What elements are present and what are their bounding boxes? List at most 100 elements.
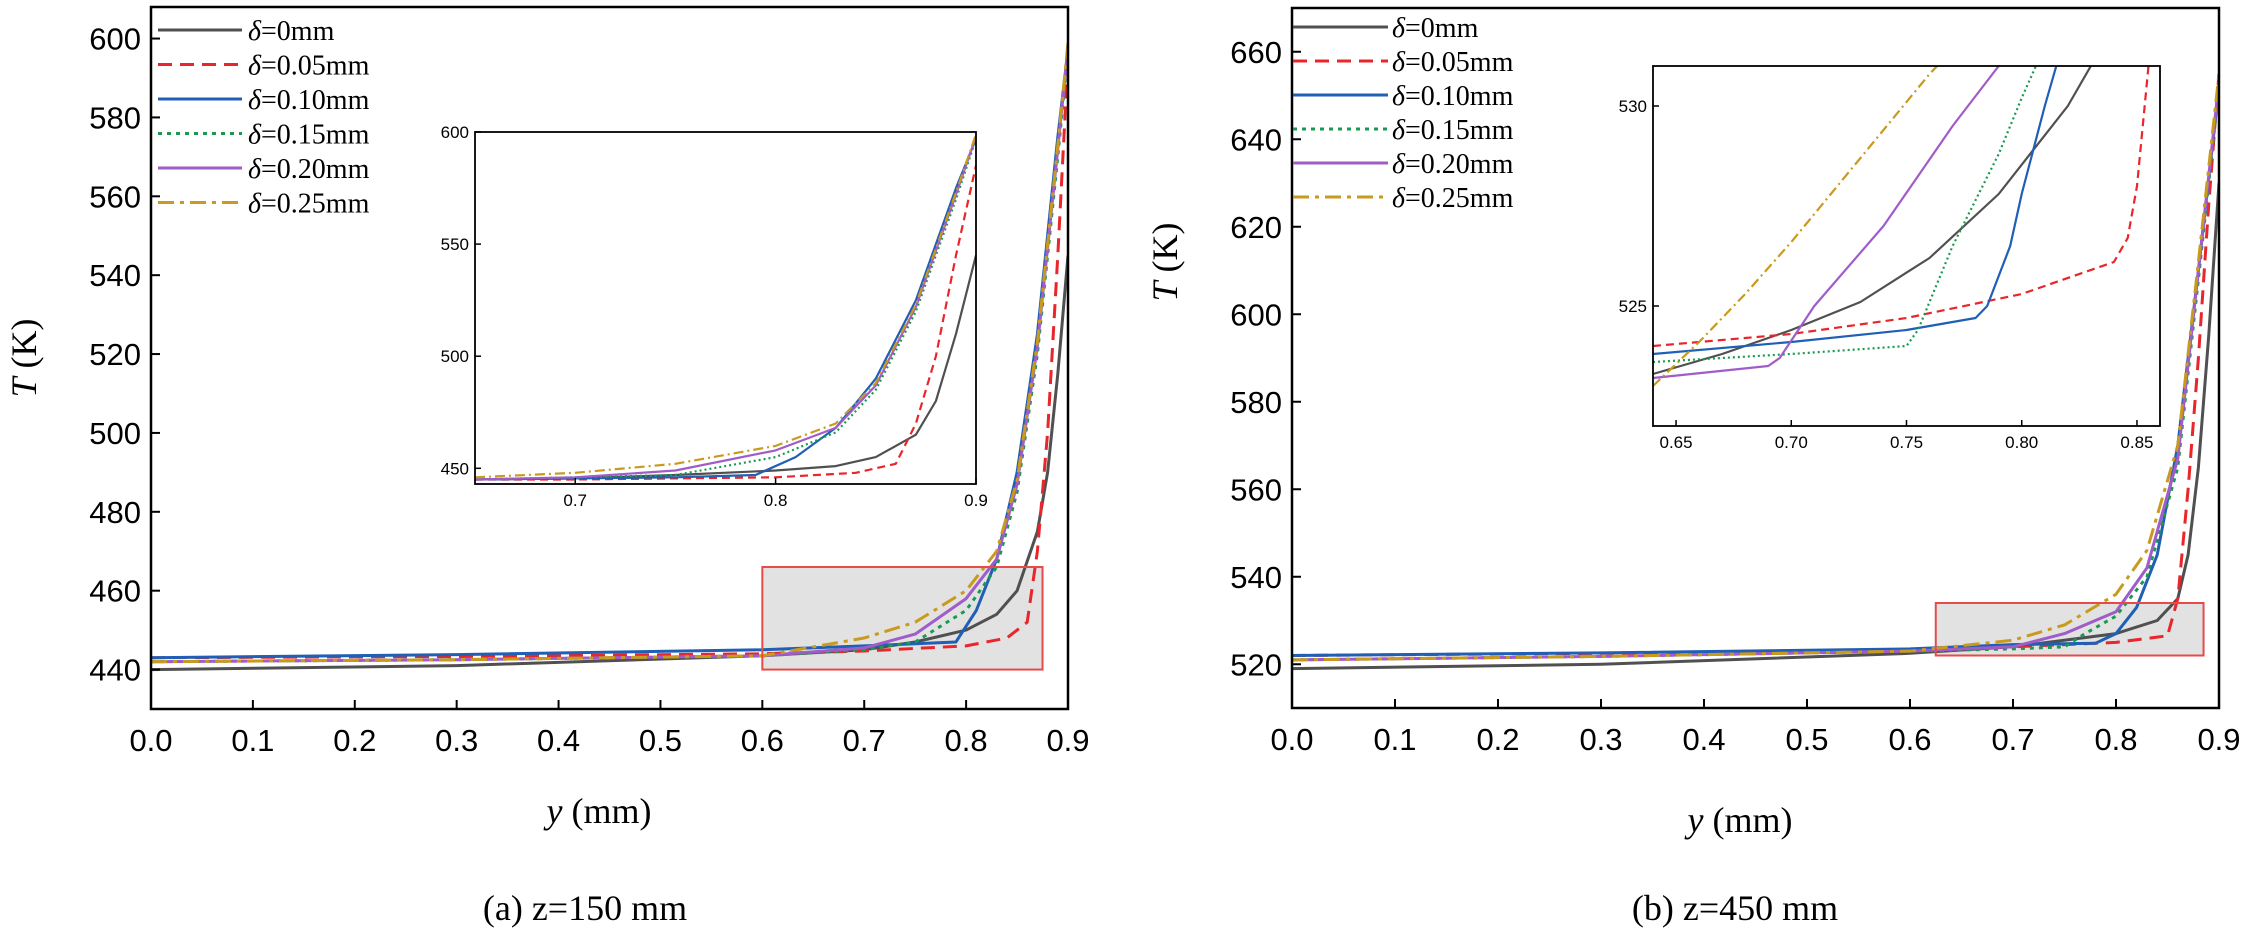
legend-delta-symbol: δ [1392,115,1406,146]
inset-x-tick-label-b: 0.65 [1659,433,1692,452]
series-line-b-0 [1292,182,2219,671]
legend-value: =0.20mm [1405,149,1514,180]
series-line-a-5 [151,42,1068,664]
inset-y-tick-label-a: 600 [441,123,469,142]
y-tick-label-a: 600 [89,22,141,57]
legend-label-a-3: δ=0.15mm [248,120,370,151]
legend-label-b-1: δ=0.05mm [1392,47,1514,78]
legend-label-a-2: δ=0.10mm [248,85,370,116]
inset-series-line-b-4 [1653,66,2000,380]
y-axis-unit-a: (K) [4,318,44,377]
y-tick-label-b: 580 [1230,385,1282,420]
x-axis-unit-a: (mm) [563,791,652,831]
legend-value: =0.20mm [261,154,370,185]
legend-label-a-1: δ=0.05mm [248,51,370,82]
x-tick-label-a: 0.4 [537,723,580,758]
legend-label-a-0: δ=0mm [248,16,335,47]
legend-value: =0.05mm [1405,47,1514,78]
legend-value: =0.15mm [261,120,370,151]
y-tick-label-a: 440 [89,653,141,688]
x-axis-label-a: y (mm) [544,791,652,831]
x-tick-label-b: 0.6 [1888,722,1931,757]
legend-value: =0mm [1405,13,1479,44]
x-tick-label-b: 0.7 [1991,722,2034,757]
inset-x-axis-a: 0.7 0.8 0.9 [563,478,988,510]
inset-x-tick-label-a: 0.7 [563,491,587,510]
legend-value: =0.10mm [1405,81,1514,112]
legend-delta-symbol: δ [248,16,262,47]
y-tick-label-b: 640 [1230,122,1282,157]
x-axis-label-b: y (mm) [1685,800,1793,840]
legend-label-a-5: δ=0.25mm [248,189,370,220]
inset-bg-a [475,132,976,484]
y-tick-label-b: 620 [1230,210,1282,245]
x-tick-label-a: 0.6 [741,723,784,758]
legend-delta-symbol: δ [1392,81,1406,112]
legend-label-b-5: δ=0.25mm [1392,183,1514,214]
x-tick-label-a: 0.1 [231,723,274,758]
legend-delta-symbol: δ [1392,13,1406,44]
y-axis-label-a: T (K) [4,318,44,397]
caption-b: (b) z=450 mm [1632,888,1838,928]
legend-a: δ=0mmδ=0.05mmδ=0.10mmδ=0.15mmδ=0.20mmδ=0… [158,16,370,220]
y-tick-label-a: 560 [89,179,141,214]
x-tick-label-a: 0.8 [945,723,988,758]
y-axis-label-b: T (K) [1145,222,1185,301]
legend-delta-symbol: δ [1392,47,1406,78]
x-tick-label-a: 0.2 [333,723,376,758]
legend-label-a-4: δ=0.20mm [248,154,370,185]
y-axis-var-a: T [4,375,44,398]
plot-frame-b [1290,6,2221,710]
legend-value: =0.25mm [261,189,370,220]
series-line-b-5 [1292,73,2219,662]
legend-delta-symbol: δ [1392,149,1406,180]
x-tick-label-a: 0.7 [843,723,886,758]
inset-series-line-b-0 [1653,66,2093,376]
y-tick-label-a: 500 [89,416,141,451]
inset-bg-b [1653,66,2160,426]
inset-series-line-b-2 [1653,66,2058,356]
y-tick-label-b: 540 [1230,560,1282,595]
inset-y-tick-label-a: 550 [441,235,469,254]
y-axis-unit-b: (K) [1145,222,1185,281]
legend-delta-symbol: δ [248,120,262,151]
legend-value: =0.10mm [261,85,370,116]
panel-b: 0.0 0.1 0.2 0.3 0.4 0.5 0.6 0.7 0.8 0.9 520 540 560… [1145,6,2241,928]
x-tick-label-a: 0.5 [639,723,682,758]
x-tick-label-b: 0.5 [1785,722,1828,757]
y-tick-label-a: 480 [89,495,141,530]
y-tick-label-b: 660 [1230,35,1282,70]
series-line-a-4 [151,46,1068,664]
inset-x-tick-label-b: 0.85 [2120,433,2153,452]
inset-series-line-a-3 [475,138,976,481]
inset-series-group-b [1653,66,2150,387]
series-group-a [151,42,1068,672]
inset-y-tick-label-a: 500 [441,347,469,366]
legend-label-b-0: δ=0mm [1392,13,1479,44]
inset-y-tick-label-b: 525 [1619,297,1647,316]
x-tick-label-b: 0.2 [1476,722,1519,757]
inset-series-line-b-5 [1653,66,1939,387]
inset-x-tick-label-b: 0.70 [1775,433,1808,452]
x-axis-unit-b: (mm) [1704,800,1793,840]
legend-value: =0.25mm [1405,183,1514,214]
legend-delta-symbol: δ [248,85,262,116]
legend-value: =0.15mm [1405,115,1514,146]
legend-label-b-4: δ=0.20mm [1392,149,1514,180]
caption-a: (a) z=150 mm [483,888,687,928]
plot-frame-a [149,5,1070,711]
inset-y-tick-label-b: 530 [1619,97,1647,116]
x-tick-label-b: 0.1 [1373,722,1416,757]
zoom-region-border-b [1934,602,2205,657]
legend-delta-symbol: δ [248,189,262,220]
inset-y-axis-a: 450 500 550 600 [441,123,481,478]
series-line-a-1 [151,58,1068,660]
inset-x-tick-label-a: 0.8 [764,491,788,510]
x-tick-label-b: 0.9 [2197,722,2240,757]
legend-value: =0mm [261,16,335,47]
y-axis-a: 440 460 480 500 520 540 560 580 600 [89,22,160,688]
x-axis-a: 0.0 0.1 0.2 0.3 0.4 0.5 0.6 0.7 0.8 0.9 [129,700,1090,758]
legend-delta-symbol: δ [1392,183,1406,214]
x-axis-var-a: y [544,791,563,831]
x-tick-label-b: 0.0 [1270,722,1313,757]
